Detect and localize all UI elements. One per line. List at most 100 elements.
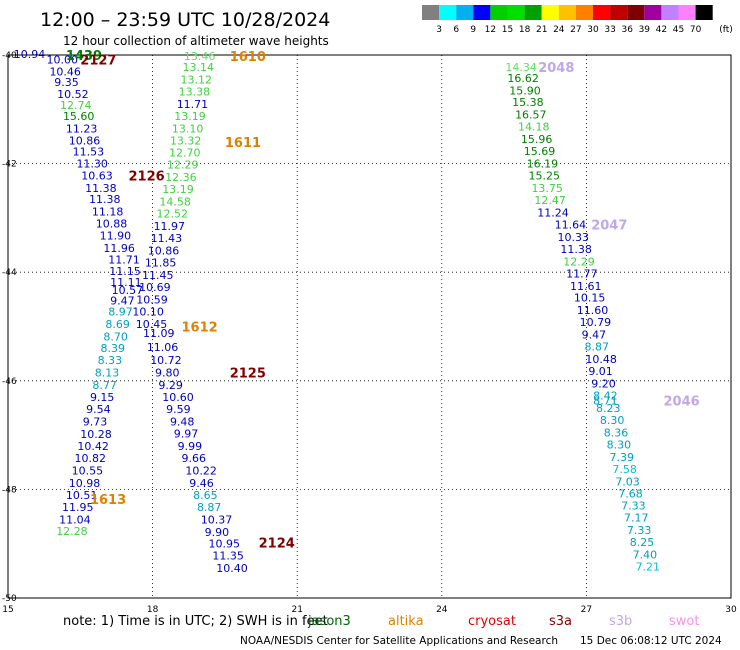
wave-height-value: 11.38 bbox=[85, 182, 117, 195]
wave-height-value: 8.69 bbox=[105, 318, 130, 331]
wave-height-value: 9.59 bbox=[166, 403, 191, 416]
wave-height-value: 11.35 bbox=[212, 550, 244, 563]
wave-height-value: 13.12 bbox=[181, 73, 213, 86]
wave-height-value: 8.97 bbox=[108, 305, 133, 318]
colorbar-tick-label: 15 bbox=[502, 25, 513, 35]
wave-height-value: 11.60 bbox=[577, 304, 609, 317]
wave-height-value: 11.23 bbox=[66, 122, 98, 135]
wave-height-value: 11.24 bbox=[537, 206, 569, 219]
wave-height-value: 7.03 bbox=[615, 475, 640, 488]
latitude-label: -46 bbox=[2, 377, 17, 387]
satellite-legend-item: swot bbox=[669, 614, 699, 629]
wave-height-value: 15.60 bbox=[63, 110, 94, 123]
wave-height-value: 10.88 bbox=[96, 217, 128, 230]
wave-height-value: 8.25 bbox=[630, 536, 655, 549]
wave-height-value: 10.86 bbox=[148, 244, 180, 257]
wave-height-value: 13.38 bbox=[179, 85, 211, 98]
latitude-label: -40 bbox=[2, 51, 17, 61]
wave-height-value: 12.29 bbox=[563, 255, 595, 268]
wave-height-value: 7.17 bbox=[624, 512, 649, 525]
pass-number-label: 1613 bbox=[90, 493, 126, 508]
wave-height-value: 11.43 bbox=[151, 232, 183, 245]
wave-height-value: 8.36 bbox=[604, 426, 629, 439]
wave-height-value: 11.15 bbox=[109, 265, 141, 278]
colorbar-tick-label: 18 bbox=[519, 25, 531, 35]
wave-height-value: 9.29 bbox=[158, 379, 183, 392]
colorbar-swatch bbox=[422, 5, 440, 20]
wave-height-value: 9.20 bbox=[591, 378, 616, 391]
colorbar-swatch bbox=[490, 5, 508, 20]
colorbar-swatch bbox=[524, 5, 542, 20]
wave-height-value: 8.30 bbox=[607, 438, 632, 451]
wave-height-value: 14.58 bbox=[159, 196, 191, 209]
wave-height-value: 13.32 bbox=[170, 134, 202, 147]
wave-height-value: 9.80 bbox=[155, 367, 180, 380]
wave-height-value: 8.42 bbox=[593, 389, 618, 402]
wave-height-value: 9.66 bbox=[182, 452, 207, 465]
colorbar-unit: (ft) bbox=[719, 25, 733, 35]
colorbar-swatch bbox=[695, 5, 713, 20]
wave-height-value: 10.28 bbox=[80, 428, 112, 441]
wave-height-value: 8.13 bbox=[95, 367, 120, 380]
footer-timestamp: 15 Dec 06:08:12 UTC 2024 bbox=[580, 635, 722, 647]
latitude-label: -50 bbox=[2, 594, 17, 604]
wave-height-value: 16.62 bbox=[507, 72, 539, 85]
colorbar-tick-label: 9 bbox=[470, 25, 476, 35]
wave-height-value: 13.46 bbox=[184, 50, 216, 63]
wave-height-value: 10.95 bbox=[209, 538, 241, 551]
wave-height-value: 11.38 bbox=[89, 193, 121, 206]
wave-height-value: 15.90 bbox=[509, 84, 541, 97]
wave-height-value: 10.46 bbox=[49, 65, 80, 78]
wave-height-value: 11.38 bbox=[560, 243, 592, 256]
wave-height-value: 9.73 bbox=[83, 416, 108, 429]
colorbar-swatch bbox=[678, 5, 696, 20]
wave-height-value: 11.90 bbox=[100, 229, 132, 242]
wave-height-value: 16.19 bbox=[527, 158, 559, 171]
colorbar-tick-label: 27 bbox=[570, 25, 581, 35]
longitude-label: 24 bbox=[436, 605, 448, 615]
colorbar-tick-label: 6 bbox=[453, 25, 459, 35]
wave-height-value: 8.39 bbox=[101, 342, 126, 355]
pass-number-label: 2124 bbox=[259, 537, 295, 552]
colorbar-tick-label: 36 bbox=[621, 25, 633, 35]
wave-height-value: 12.28 bbox=[56, 525, 87, 538]
wave-height-value: 8.23 bbox=[596, 402, 621, 415]
wave-height-value: 10.33 bbox=[557, 231, 589, 244]
colorbar-swatch bbox=[439, 5, 457, 20]
longitude-label: 21 bbox=[291, 605, 302, 615]
wave-height-value: 11.30 bbox=[76, 158, 108, 171]
wave-height-value: 15.25 bbox=[529, 170, 561, 183]
longitude-label: 18 bbox=[147, 605, 159, 615]
wave-height-value: 7.39 bbox=[610, 451, 635, 464]
wave-height-value: 8.77 bbox=[92, 379, 117, 392]
pass-number-label: 1610 bbox=[230, 50, 266, 65]
wave-height-value: 7.68 bbox=[618, 488, 643, 501]
wave-height-value: 16.57 bbox=[515, 109, 547, 122]
wave-height-value: 10.10 bbox=[132, 305, 164, 318]
wave-height-value: 9.46 bbox=[189, 477, 214, 490]
colorbar-tick-label: 42 bbox=[656, 25, 667, 35]
latitude-label: -42 bbox=[2, 160, 17, 170]
satellite-legend: jason3 altika cryosat s3a s3b swot bbox=[307, 614, 699, 629]
wave-height-value: 8.65 bbox=[193, 489, 218, 502]
wave-height-value: 10.63 bbox=[81, 170, 113, 183]
satellite-legend-item: jason3 bbox=[307, 614, 351, 629]
wave-height-value: 8.87 bbox=[197, 501, 222, 514]
wave-height-value: 8.30 bbox=[600, 414, 625, 427]
colorbar-tick-label: 30 bbox=[587, 25, 599, 35]
wave-height-value: 11.06 bbox=[147, 341, 179, 354]
pass-number-label: 2048 bbox=[538, 61, 574, 76]
wave-height-value: 11.64 bbox=[555, 218, 587, 231]
footer-note: note: 1) Time is in UTC; 2) SWH is in fe… bbox=[63, 614, 328, 629]
pass-number-label: 2127 bbox=[80, 53, 116, 68]
wave-height-value: 13.19 bbox=[162, 183, 194, 196]
wave-height-value: 14.34 bbox=[505, 61, 537, 74]
map-frame bbox=[7, 54, 732, 599]
wave-height-value: 9.97 bbox=[174, 427, 199, 440]
pass-number-label: 1439 bbox=[66, 49, 102, 64]
pass-number-label: 2126 bbox=[129, 170, 165, 185]
wave-height-value: 13.10 bbox=[172, 122, 204, 135]
latitude-label: -44 bbox=[2, 268, 17, 278]
